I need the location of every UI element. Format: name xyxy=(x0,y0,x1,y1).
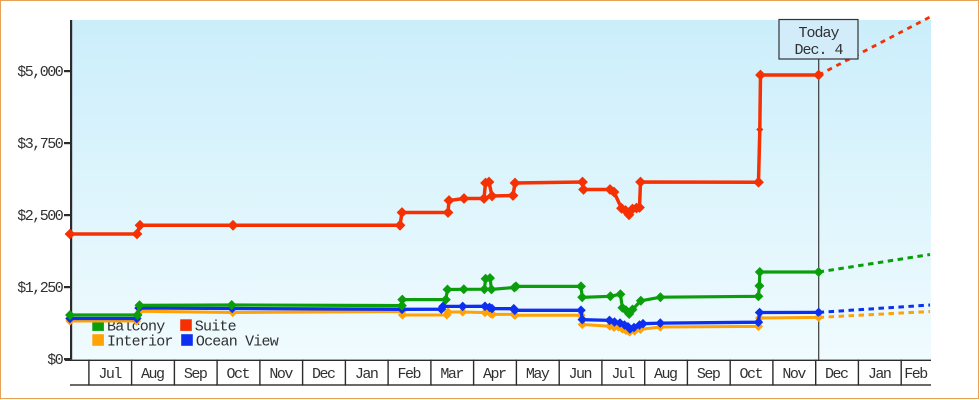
svg-text:$2,500: $2,500 xyxy=(17,208,64,225)
svg-text:Oct: Oct xyxy=(739,366,762,383)
svg-text:Jun: Jun xyxy=(568,366,591,383)
svg-text:Aug: Aug xyxy=(141,366,164,383)
svg-text:Sep: Sep xyxy=(696,366,719,383)
svg-text:Dec. 4: Dec. 4 xyxy=(794,42,843,59)
svg-text:Balcony: Balcony xyxy=(107,318,165,335)
svg-text:Ocean View: Ocean View xyxy=(195,333,278,350)
svg-text:$1,250: $1,250 xyxy=(17,280,64,297)
svg-text:May: May xyxy=(525,366,549,383)
svg-text:Nov: Nov xyxy=(269,366,293,383)
svg-text:$5,000: $5,000 xyxy=(17,64,64,81)
svg-text:$3,750: $3,750 xyxy=(17,136,64,153)
svg-text:Nov: Nov xyxy=(782,366,806,383)
svg-text:Dec: Dec xyxy=(825,366,848,383)
svg-text:Jan: Jan xyxy=(354,366,377,383)
svg-text:Apr: Apr xyxy=(483,366,506,383)
svg-text:Mar: Mar xyxy=(440,366,463,383)
svg-text:Feb: Feb xyxy=(904,366,927,383)
svg-text:Sep: Sep xyxy=(183,366,206,383)
svg-text:Jan: Jan xyxy=(867,366,890,383)
svg-text:Jul: Jul xyxy=(98,366,122,383)
svg-text:Dec: Dec xyxy=(312,366,335,383)
svg-text:Feb: Feb xyxy=(397,366,420,383)
svg-text:Oct: Oct xyxy=(226,366,249,383)
svg-text:Suite: Suite xyxy=(194,318,236,335)
svg-text:Jul: Jul xyxy=(611,366,635,383)
svg-text:$0: $0 xyxy=(47,352,64,369)
svg-text:Today: Today xyxy=(798,25,839,42)
svg-text:Aug: Aug xyxy=(654,366,677,383)
svg-text:Interior: Interior xyxy=(107,333,173,350)
